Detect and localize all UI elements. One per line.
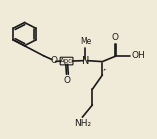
Text: O: O — [50, 56, 57, 65]
Text: O: O — [112, 33, 119, 42]
Text: Apc: Apc — [60, 58, 73, 64]
Text: N: N — [82, 56, 89, 66]
Text: O: O — [64, 76, 71, 85]
FancyBboxPatch shape — [60, 57, 73, 65]
Text: ,.: ,. — [103, 63, 108, 72]
Text: Me: Me — [80, 37, 91, 46]
Text: NH₂: NH₂ — [74, 119, 91, 128]
Text: OH: OH — [131, 51, 145, 60]
